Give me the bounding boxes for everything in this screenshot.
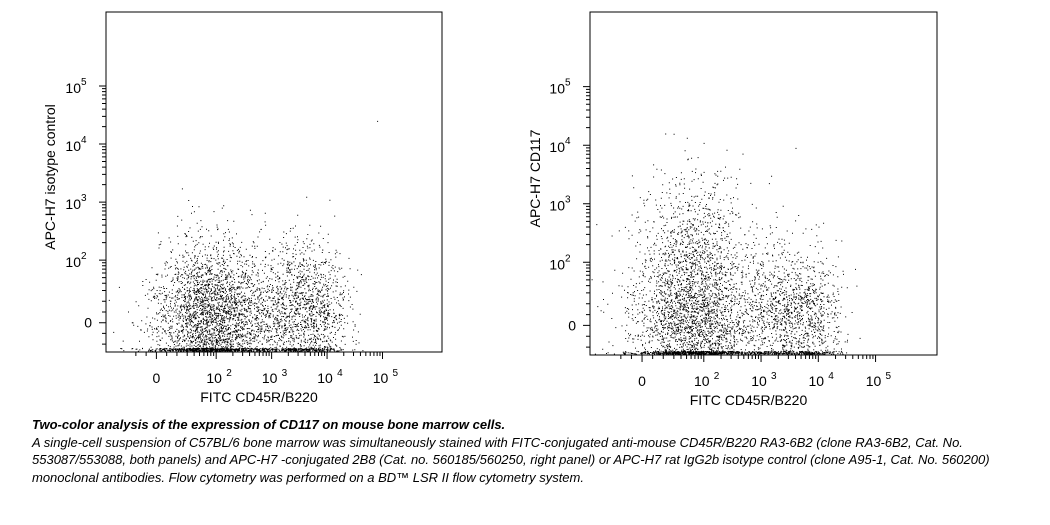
- x-tick-labels: 0 10 2 10 3 10 4 10 5: [638, 371, 891, 389]
- y-tick-exponent: 2: [565, 253, 571, 264]
- x-tick-label: 10: [262, 370, 278, 386]
- y-tick-exponent: 3: [81, 193, 87, 204]
- x-tick-label: 10: [866, 373, 882, 389]
- x-tick-label: 10: [809, 373, 825, 389]
- y-tick-exponent: 4: [81, 135, 87, 146]
- y-tick-exponent: 4: [565, 136, 571, 147]
- x-tick-exponent: 5: [393, 368, 399, 379]
- y-tick-label: 10: [65, 254, 81, 270]
- y-tick-label: 10: [549, 139, 565, 155]
- x-tick-exponent: 4: [337, 368, 343, 379]
- x-tick-exponent: 3: [771, 371, 777, 382]
- x-tick-exponent: 3: [282, 368, 288, 379]
- x-tick-exponent: 5: [886, 371, 892, 382]
- plot-frame: [105, 11, 443, 353]
- y-tick-exponent: 3: [565, 195, 571, 206]
- y-tick-label: 10: [549, 81, 565, 97]
- y-axis-title: APC-H7 isotype control: [42, 104, 58, 250]
- x-tick-label: 0: [638, 373, 646, 389]
- event-dot-cloud: [591, 133, 861, 355]
- x-axis-title: FITC CD45R/B220: [200, 389, 318, 405]
- y-tick-exponent: 2: [81, 251, 87, 262]
- y-tick-label: 0: [568, 317, 576, 333]
- caption-body: A single-cell suspension of C57BL/6 bone…: [32, 434, 990, 485]
- x-tick-label: 10: [373, 370, 389, 386]
- x-tick-labels: 0 10 2 10 3 10 4 10 5: [153, 368, 399, 386]
- y-tick-label: 10: [65, 80, 81, 96]
- x-axis-title: FITC CD45R/B220: [690, 392, 808, 408]
- x-tick-label: 0: [153, 370, 161, 386]
- tick-marks: [99, 85, 384, 359]
- x-tick-exponent: 2: [714, 371, 720, 382]
- y-tick-label: 10: [65, 196, 81, 212]
- tick-marks: [583, 86, 877, 362]
- x-tick-exponent: 4: [828, 371, 834, 382]
- y-tick-label: 10: [549, 198, 565, 214]
- y-tick-label: 10: [549, 256, 565, 272]
- x-tick-label: 10: [317, 370, 333, 386]
- event-dot-cloud: [108, 120, 379, 352]
- plot-frame: [589, 11, 938, 356]
- x-tick-label: 10: [751, 373, 767, 389]
- figure-caption: Two-color analysis of the expression of …: [32, 416, 1032, 486]
- y-tick-label: 0: [84, 315, 92, 331]
- x-tick-label: 10: [694, 373, 710, 389]
- x-tick-label: 10: [206, 370, 222, 386]
- event-dots: [591, 133, 861, 355]
- y-tick-exponent: 5: [81, 77, 87, 88]
- x-tick-exponent: 2: [226, 368, 232, 379]
- event-dots: [108, 120, 379, 352]
- caption-title: Two-color analysis of the expression of …: [32, 417, 506, 432]
- y-tick-exponent: 5: [565, 78, 571, 89]
- y-axis-title: APC-H7 CD117: [527, 129, 543, 227]
- y-tick-label: 10: [65, 138, 81, 154]
